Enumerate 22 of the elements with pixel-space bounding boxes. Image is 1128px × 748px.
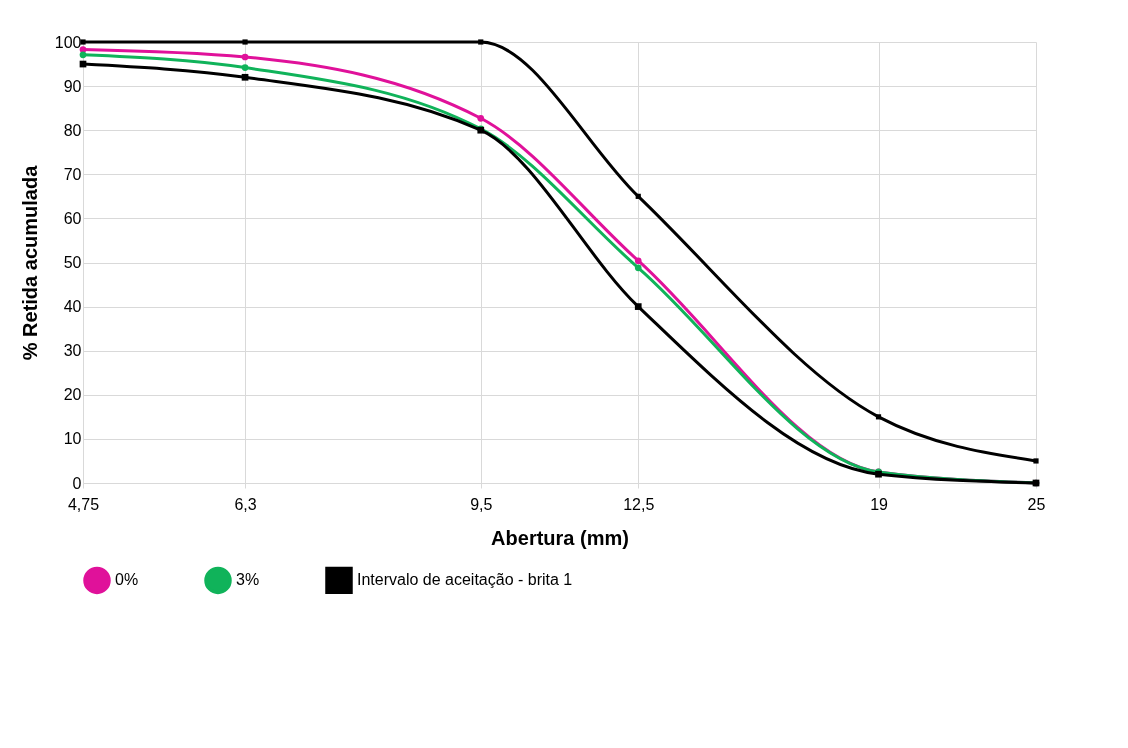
x-tick-label: 19	[870, 495, 889, 513]
y-tick-label: 90	[63, 77, 82, 95]
y-tick-label: 80	[63, 121, 82, 139]
legend-label: 0%	[115, 571, 139, 589]
x-axis-title: Abertura (mm)	[491, 526, 629, 549]
y-tick-label: 70	[63, 165, 82, 183]
y-tick-label: 40	[63, 298, 82, 316]
x-tick-label: 4,75	[67, 495, 100, 513]
y-tick-label: 10	[63, 430, 82, 448]
y-tick-label: 20	[63, 386, 82, 404]
legend-label: Intervalo de aceitação - brita 1	[357, 571, 573, 589]
x-tick-label: 12,5	[623, 495, 655, 513]
x-tick-label: 9,5	[470, 495, 493, 513]
x-tick-label: 6,3	[234, 495, 257, 513]
y-tick-label: 60	[63, 209, 82, 227]
y-tick-label: 50	[63, 254, 82, 271]
legend-label: 3%	[236, 571, 260, 589]
y-axis-title: % Retida acumulada	[18, 164, 41, 361]
y-tick-label: 30	[63, 342, 82, 360]
y-tick-label: 100	[54, 33, 82, 51]
y-tick-label: 0	[72, 474, 82, 492]
x-tick-label: 25	[1027, 495, 1046, 513]
